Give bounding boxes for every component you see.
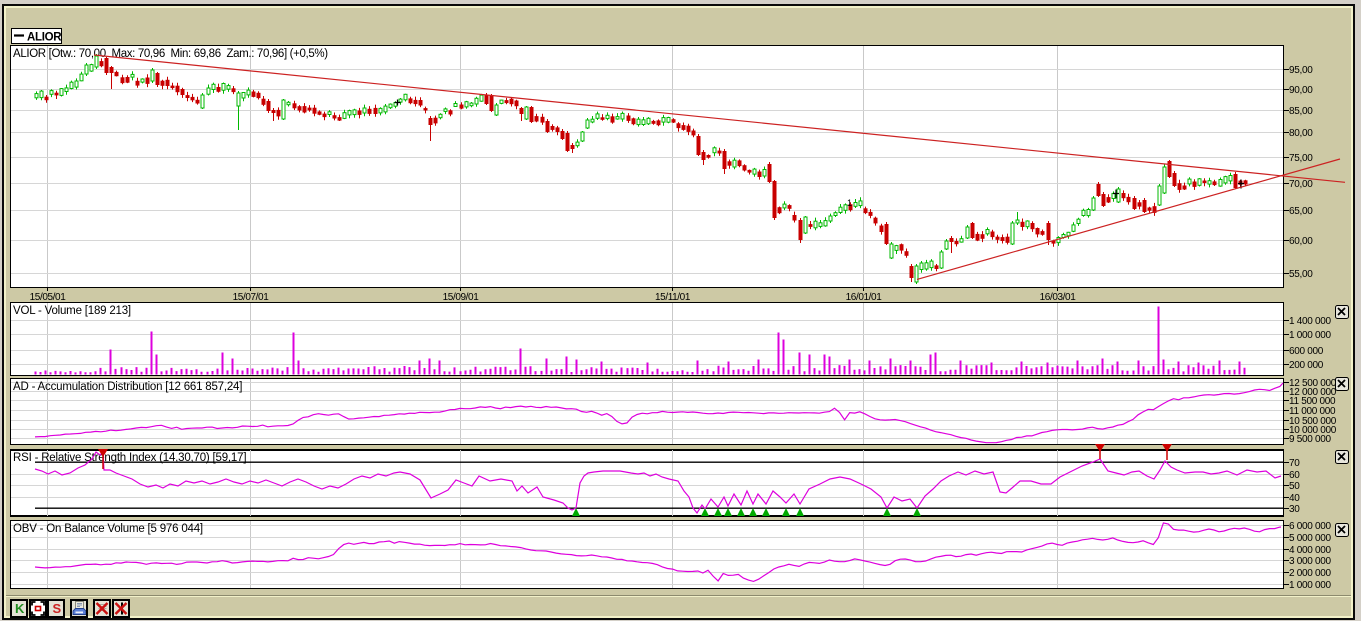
svg-text:6 000 000: 6 000 000 [1289, 521, 1332, 532]
svg-text:85,00: 85,00 [1289, 106, 1313, 117]
svg-text:9 500 000: 9 500 000 [1289, 434, 1332, 445]
svg-text:OBV - On Balance Volume [5 976: OBV - On Balance Volume [5 976 044] [13, 523, 203, 535]
svg-text:RSI - Relative Strength Index: RSI - Relative Strength Index (14,30,70)… [13, 452, 246, 464]
svg-text:15/11/01: 15/11/01 [655, 292, 691, 303]
svg-text:60,00: 60,00 [1289, 236, 1313, 247]
svg-text:65,00: 65,00 [1289, 206, 1313, 217]
svg-text:70,00: 70,00 [1289, 179, 1313, 190]
svg-text:95,00: 95,00 [1289, 65, 1313, 76]
svg-text:50: 50 [1289, 481, 1300, 492]
svg-text:15/09/01: 15/09/01 [443, 292, 480, 303]
svg-text:11 500 000: 11 500 000 [1289, 396, 1336, 407]
svg-text:16/03/01: 16/03/01 [1040, 292, 1077, 303]
svg-text:10 500 000: 10 500 000 [1289, 416, 1337, 427]
svg-text:12 000 000: 12 000 000 [1289, 387, 1337, 398]
svg-text:10 000 000: 10 000 000 [1289, 425, 1337, 436]
svg-text:12 500 000: 12 500 000 [1289, 378, 1337, 389]
svg-text:VOL - Volume [189 213]: VOL - Volume [189 213] [13, 305, 131, 317]
svg-text:AD - Accumulation Distribution: AD - Accumulation Distribution [12 661 8… [13, 381, 242, 393]
svg-text:2 000 000: 2 000 000 [1289, 568, 1332, 579]
svg-text:16/01/01: 16/01/01 [846, 292, 883, 303]
svg-text:1 400 000: 1 400 000 [1289, 316, 1332, 327]
svg-text:1 000 000: 1 000 000 [1289, 330, 1332, 341]
svg-text:5 000 000: 5 000 000 [1289, 533, 1332, 544]
svg-text:ALIOR [Otw.: 70,00 Max: 70,96: ALIOR [Otw.: 70,00 Max: 70,96 Min: 69,86… [13, 48, 328, 60]
svg-text:200 000: 200 000 [1289, 360, 1324, 371]
svg-text:70: 70 [1289, 458, 1300, 469]
svg-text:600 000: 600 000 [1289, 346, 1324, 357]
svg-text:ALIOR: ALIOR [27, 32, 62, 44]
svg-text:15/07/01: 15/07/01 [233, 292, 270, 303]
svg-text:15/05/01: 15/05/01 [30, 292, 67, 303]
svg-text:40: 40 [1289, 493, 1300, 504]
svg-text:3 000 000: 3 000 000 [1289, 556, 1332, 567]
svg-text:55,00: 55,00 [1289, 269, 1313, 280]
svg-text:30: 30 [1289, 504, 1300, 515]
svg-text:1 000 000: 1 000 000 [1289, 580, 1332, 591]
svg-text:90,00: 90,00 [1289, 85, 1313, 96]
svg-text:60: 60 [1289, 470, 1300, 481]
svg-text:1: 1 [847, 198, 852, 208]
svg-text:75,00: 75,00 [1289, 153, 1313, 164]
svg-text:4 000 000: 4 000 000 [1289, 545, 1332, 556]
svg-text:80,00: 80,00 [1289, 128, 1313, 139]
svg-text:11 000 000: 11 000 000 [1289, 406, 1336, 417]
